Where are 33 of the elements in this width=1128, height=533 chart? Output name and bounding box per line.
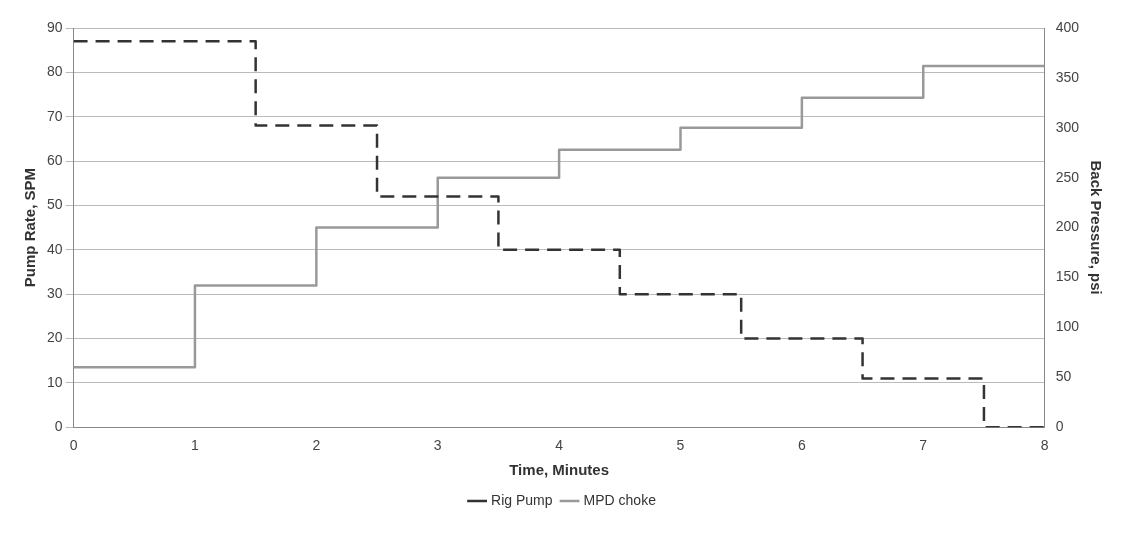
y2-tick-label: 0	[1055, 418, 1064, 435]
x-axis-title: Time, Minutes	[509, 461, 609, 479]
x-tick-label: 4	[555, 437, 564, 454]
y-tick-label: 90	[46, 18, 63, 35]
x-tick-label: 6	[797, 437, 806, 454]
x-tick-label: 1	[191, 437, 200, 454]
x-tick-label: 8	[1040, 437, 1049, 454]
y-tick-label: 20	[46, 329, 63, 346]
y-tick-label: 80	[46, 63, 63, 80]
legend-label: MPD choke	[583, 491, 657, 508]
y-tick-label: 50	[46, 196, 63, 213]
x-tick-label: 7	[919, 437, 928, 454]
x-tick-label: 2	[312, 437, 321, 454]
x-tick-label: 0	[69, 437, 78, 454]
y-tick-label: 60	[46, 151, 63, 168]
y-tick-label: 0	[54, 418, 63, 435]
legend-label: Rig Pump	[491, 491, 553, 508]
y2-tick-label: 150	[1055, 268, 1080, 285]
y2-axis-title: Back Pressure, psi	[1087, 160, 1105, 295]
y2-tick-label: 400	[1055, 18, 1080, 35]
y2-tick-label: 200	[1055, 218, 1080, 235]
y-axis-title: Pump Rate, SPM	[21, 168, 39, 288]
y2-tick-label: 350	[1055, 68, 1080, 85]
y-tick-label: 10	[46, 373, 63, 390]
y-tick-label: 30	[46, 284, 63, 301]
y2-tick-label: 250	[1055, 168, 1080, 185]
y2-tick-label: 100	[1055, 318, 1080, 335]
y-tick-label: 40	[46, 240, 63, 257]
x-tick-label: 5	[676, 437, 685, 454]
y-tick-label: 70	[46, 107, 63, 124]
y2-tick-label: 300	[1055, 118, 1080, 135]
x-tick-label: 3	[433, 437, 442, 454]
y2-tick-label: 50	[1055, 368, 1072, 385]
